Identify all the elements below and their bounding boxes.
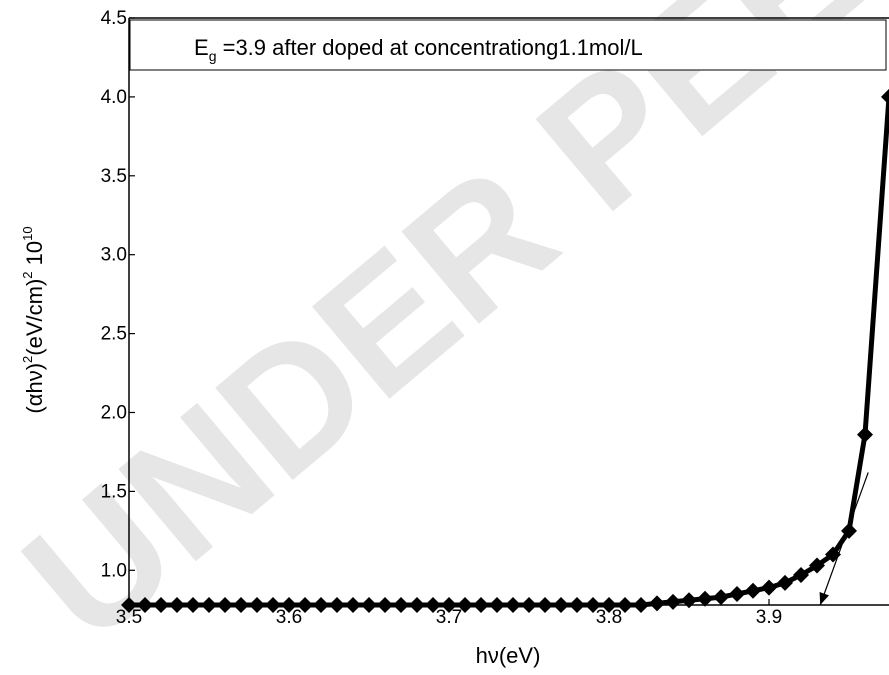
tangent-arrowhead xyxy=(819,592,829,605)
data-point xyxy=(345,597,361,613)
x-tick-label: 3.6 xyxy=(276,607,302,628)
y-tick-label: 3.5 xyxy=(101,166,127,187)
y-tick-label: 4.0 xyxy=(101,87,127,108)
data-point xyxy=(121,597,137,613)
data-point xyxy=(617,597,633,613)
ylabel-sup3: 10 xyxy=(20,226,35,240)
data-point xyxy=(409,597,425,613)
data-point xyxy=(457,597,473,613)
data-point xyxy=(681,592,697,609)
data-point xyxy=(713,589,729,606)
data-point xyxy=(665,593,681,610)
data-point xyxy=(329,597,345,613)
data-point xyxy=(313,597,329,613)
x-tick-label: 3.7 xyxy=(436,607,462,628)
data-point xyxy=(137,597,153,613)
data-point xyxy=(649,595,665,612)
data-point xyxy=(745,582,761,599)
x-tick-label: 3.8 xyxy=(596,607,622,628)
x-tick-label: 3.5 xyxy=(116,607,142,628)
tangent-segment xyxy=(819,472,869,606)
data-point xyxy=(585,597,601,613)
data-point xyxy=(361,597,377,613)
data-point xyxy=(281,597,297,613)
data-point xyxy=(249,597,265,613)
data-point xyxy=(697,590,713,607)
data-point xyxy=(201,597,217,613)
data-point xyxy=(857,426,873,443)
data-point xyxy=(185,597,201,613)
ylabel-main: (αhν) xyxy=(22,363,47,414)
data-point xyxy=(521,597,537,613)
data-point xyxy=(441,597,457,613)
data-point xyxy=(489,597,505,613)
legend-text-rest: =3.9 after doped at concentrationg1.1mol… xyxy=(216,35,642,60)
data-point xyxy=(265,597,281,613)
data-point xyxy=(297,597,313,613)
y-ticks: 1.0 1.5 2.0 2.5 3.0 3.5 4.0 4.5 xyxy=(101,8,135,581)
ylabel-tail: 10 xyxy=(22,241,47,272)
data-point xyxy=(153,597,169,613)
data-point xyxy=(777,574,793,591)
data-point xyxy=(761,579,777,596)
data-point xyxy=(425,597,441,613)
tangent-line xyxy=(819,472,869,606)
y-tick-label: 1.5 xyxy=(101,481,127,502)
x-ticks: 3.5 3.6 3.7 3.8 3.9 xyxy=(116,599,782,628)
y-tick-label: 4.5 xyxy=(101,8,127,29)
data-point xyxy=(505,597,521,613)
data-point xyxy=(393,597,409,613)
legend-text-sub: g xyxy=(209,48,217,64)
data-point xyxy=(217,597,233,613)
legend-text-prefix: E xyxy=(194,35,209,60)
data-point xyxy=(233,597,249,613)
data-point xyxy=(633,597,649,613)
data-point xyxy=(569,597,585,613)
ylabel-mid: (eV/cm) xyxy=(22,279,47,356)
ylabel-sup2: 2 xyxy=(20,271,35,278)
x-tick-label: 3.9 xyxy=(756,607,782,628)
x-axis-title: hν(eV) xyxy=(476,643,541,668)
y-tick-label: 1.0 xyxy=(101,560,127,581)
data-point xyxy=(881,88,889,105)
legend-box xyxy=(129,19,887,71)
data-point xyxy=(809,557,825,574)
legend: Eg =3.9 after doped at concentrationg1.1… xyxy=(129,19,887,71)
data-point xyxy=(169,597,185,613)
y-tick-label: 2.0 xyxy=(101,402,127,423)
y-tick-label: 2.5 xyxy=(101,324,127,345)
y-axis-title: (αhν)2(eV/cm)2 1010 xyxy=(20,226,47,413)
data-point xyxy=(729,585,745,602)
data-point xyxy=(601,597,617,613)
data-point xyxy=(537,597,553,613)
svg-text:Eg =3.9 after doped at concent: Eg =3.9 after doped at concentrationg1.1… xyxy=(194,35,643,64)
data-point xyxy=(553,597,569,613)
y-tick-label: 3.0 xyxy=(101,245,127,266)
ylabel-sup1: 2 xyxy=(20,356,35,363)
data-point xyxy=(793,567,809,584)
data-point xyxy=(377,597,393,613)
data-point xyxy=(473,597,489,613)
